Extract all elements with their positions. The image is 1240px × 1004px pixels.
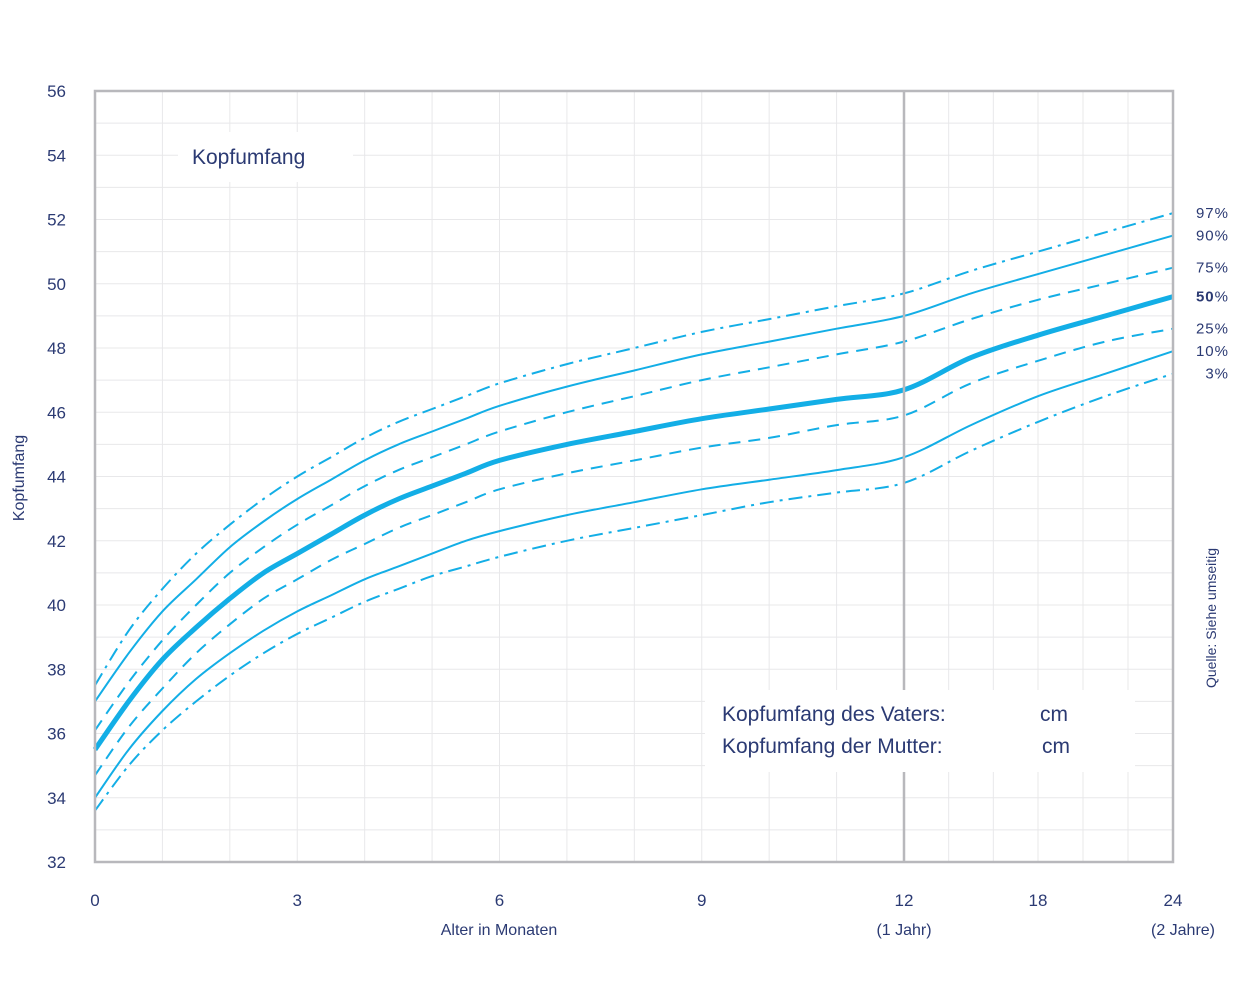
y-tick-label: 42 bbox=[47, 532, 66, 551]
mother-label: Kopfumfang der Mutter: bbox=[722, 735, 943, 758]
y-tick-label: 48 bbox=[47, 339, 66, 358]
curve-p97 bbox=[94, 212, 1174, 686]
x-tick-sublabel: (1 Jahr) bbox=[876, 922, 931, 939]
percentile-label: 10% bbox=[1196, 343, 1229, 360]
y-tick-label: 36 bbox=[47, 725, 66, 744]
y-tick-label: 40 bbox=[47, 596, 66, 615]
percentile-label: 50% bbox=[1196, 289, 1229, 306]
source-note: Quelle: Siehe umseitig bbox=[1203, 548, 1219, 688]
x-tick-sublabel: (2 Jahre) bbox=[1151, 922, 1215, 939]
y-tick-label: 46 bbox=[47, 403, 66, 422]
x-tick-label: 24 bbox=[1164, 891, 1183, 910]
y-tick-label: 52 bbox=[47, 211, 66, 230]
percentile-label: 75% bbox=[1196, 260, 1229, 277]
x-tick-label: 0 bbox=[90, 891, 99, 910]
curve-p75 bbox=[94, 266, 1174, 731]
father-unit: cm bbox=[1040, 703, 1068, 726]
y-tick-label: 54 bbox=[47, 146, 66, 165]
curve-p3 bbox=[94, 372, 1174, 812]
y-tick-label: 38 bbox=[47, 660, 66, 679]
percentile-label: 3% bbox=[1205, 366, 1229, 383]
curve-p90 bbox=[94, 234, 1174, 702]
curve-p25 bbox=[94, 327, 1174, 776]
x-tick-label: 6 bbox=[495, 891, 504, 910]
percentile-label: 97% bbox=[1196, 205, 1229, 222]
y-tick-label: 44 bbox=[47, 468, 66, 487]
title-box bbox=[178, 132, 353, 182]
curve-p50 bbox=[92, 294, 1174, 752]
x-tick-label: 3 bbox=[293, 891, 302, 910]
percentile-curves bbox=[92, 212, 1174, 812]
parent-info-box bbox=[705, 690, 1135, 772]
mother-unit: cm bbox=[1042, 735, 1070, 758]
y-axis-label: Kopfumfang bbox=[11, 435, 28, 521]
x-axis-label: Alter in Monaten bbox=[441, 922, 558, 939]
y-tick-label: 32 bbox=[47, 853, 66, 872]
x-tick-label: 9 bbox=[697, 891, 706, 910]
x-tick-labels: 0 3 6 9 12 (1 Jahr) 18 24 (2 Jahre) bbox=[90, 891, 1215, 939]
y-tick-labels: 32 34 36 38 40 42 44 46 48 50 52 54 56 bbox=[47, 82, 66, 872]
curve-p10 bbox=[94, 350, 1174, 799]
percentile-label: 90% bbox=[1196, 228, 1229, 245]
plot-border bbox=[93, 89, 1175, 864]
chart-title: Kopfumfang bbox=[192, 146, 305, 169]
y-tick-label: 56 bbox=[47, 82, 66, 101]
x-tick-label: 12 bbox=[895, 891, 914, 910]
father-label: Kopfumfang des Vaters: bbox=[722, 703, 946, 726]
y-tick-label: 50 bbox=[47, 275, 66, 294]
y-tick-label: 34 bbox=[47, 789, 66, 808]
x-tick-label: 18 bbox=[1029, 891, 1048, 910]
percentile-labels: 97% 90% 75% 50% 25% 10% 3% bbox=[1196, 205, 1229, 383]
percentile-label: 25% bbox=[1196, 321, 1229, 338]
